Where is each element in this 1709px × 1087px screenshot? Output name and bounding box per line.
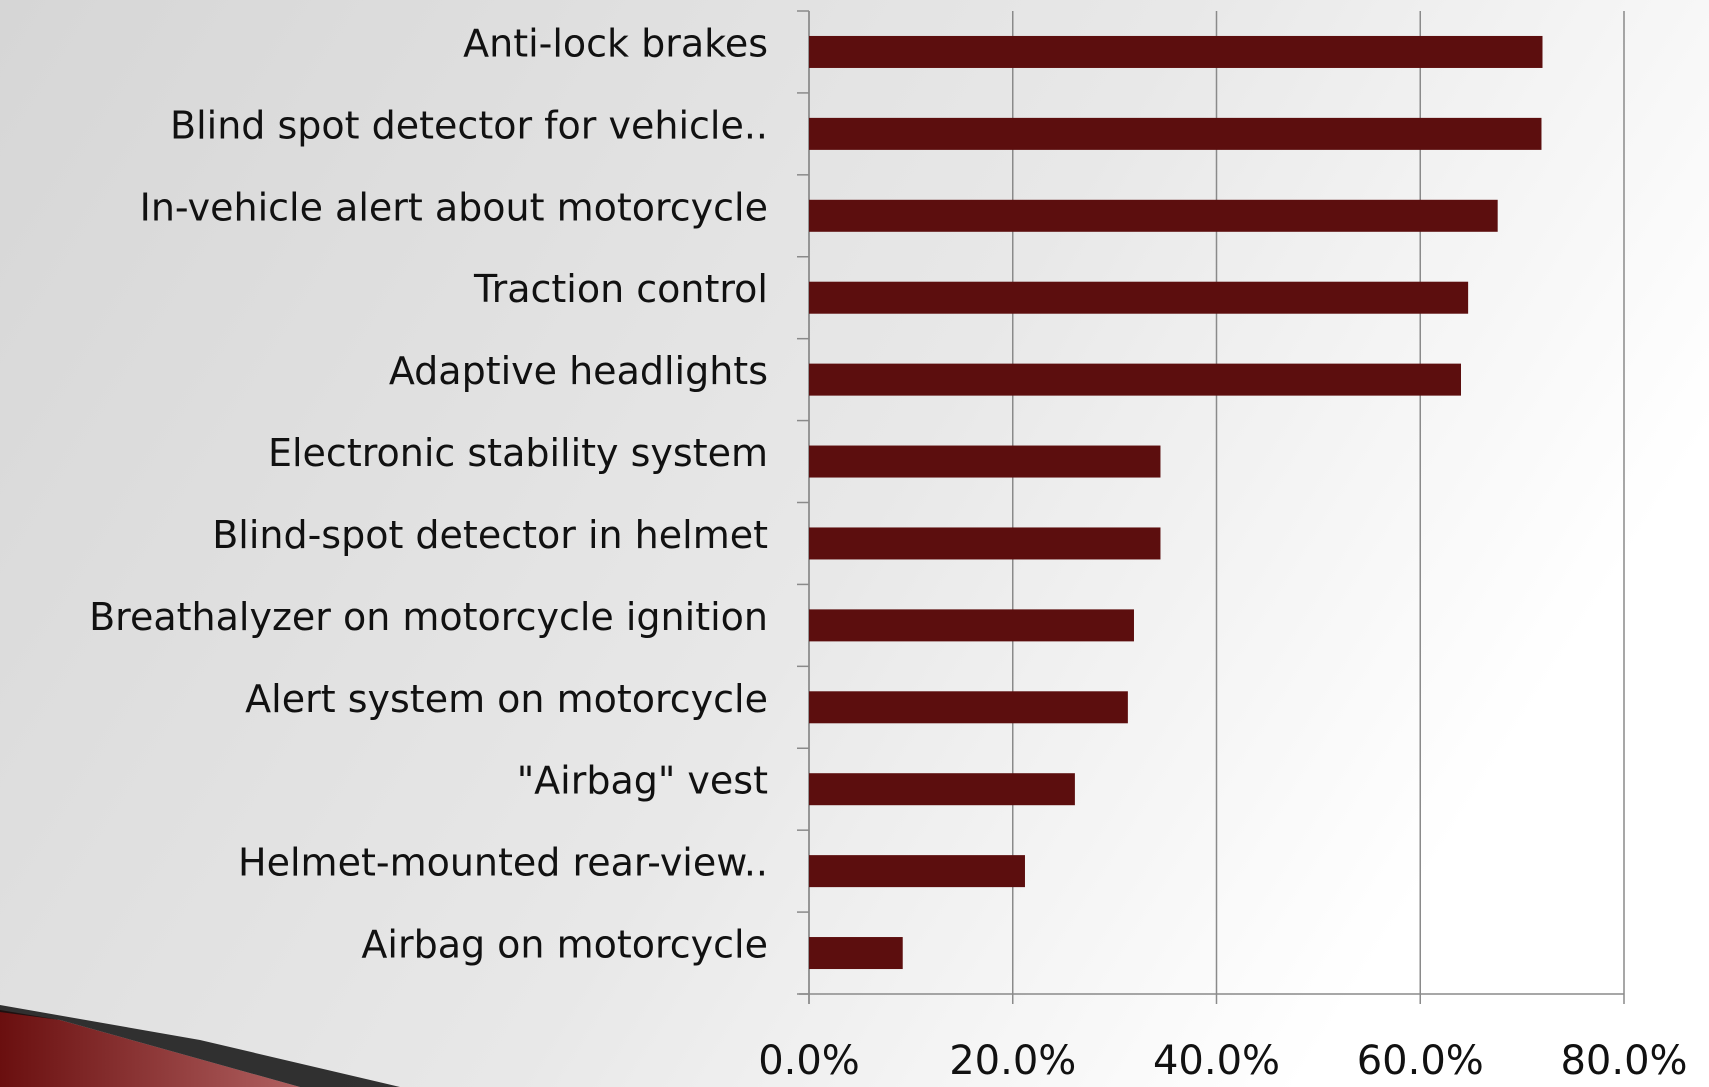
y-tick-label: In-vehicle alert about motorcycle <box>140 185 768 229</box>
bar <box>809 855 1025 888</box>
bar <box>809 445 1161 478</box>
bar <box>809 199 1498 232</box>
y-tick-label: Electronic stability system <box>268 431 768 475</box>
decoration <box>0 1010 300 1087</box>
y-tick-label: Alert system on motorcycle <box>245 677 768 721</box>
bar <box>809 609 1134 642</box>
x-tick-label: 20.0% <box>949 1038 1076 1084</box>
x-tick-label: 80.0% <box>1560 1038 1687 1084</box>
bar <box>809 281 1469 314</box>
y-tick-label: Blind-spot detector in helmet <box>212 513 768 557</box>
y-tick-label: Blind spot detector for vehicle.. <box>170 103 768 147</box>
bar <box>809 691 1128 724</box>
y-tick-label: Helmet-mounted rear-view.. <box>238 841 768 885</box>
y-tick-label: Airbag on motorcycle <box>361 923 768 967</box>
bar <box>809 937 903 970</box>
bar <box>809 117 1542 150</box>
y-tick-label: Adaptive headlights <box>389 349 768 393</box>
x-tick-label: 40.0% <box>1153 1038 1280 1084</box>
x-tick-label: 60.0% <box>1357 1038 1484 1084</box>
decoration-edge <box>0 1005 400 1087</box>
y-tick-label: "Airbag" vest <box>517 759 768 803</box>
bar <box>809 35 1543 68</box>
bar <box>809 527 1161 560</box>
y-tick-label: Traction control <box>473 267 768 311</box>
bar <box>809 363 1461 396</box>
y-tick-label: Breathalyzer on motorcycle ignition <box>89 595 768 639</box>
y-tick-label: Anti-lock brakes <box>463 21 768 65</box>
bar <box>809 773 1075 806</box>
x-tick-label: 0.0% <box>758 1038 860 1084</box>
